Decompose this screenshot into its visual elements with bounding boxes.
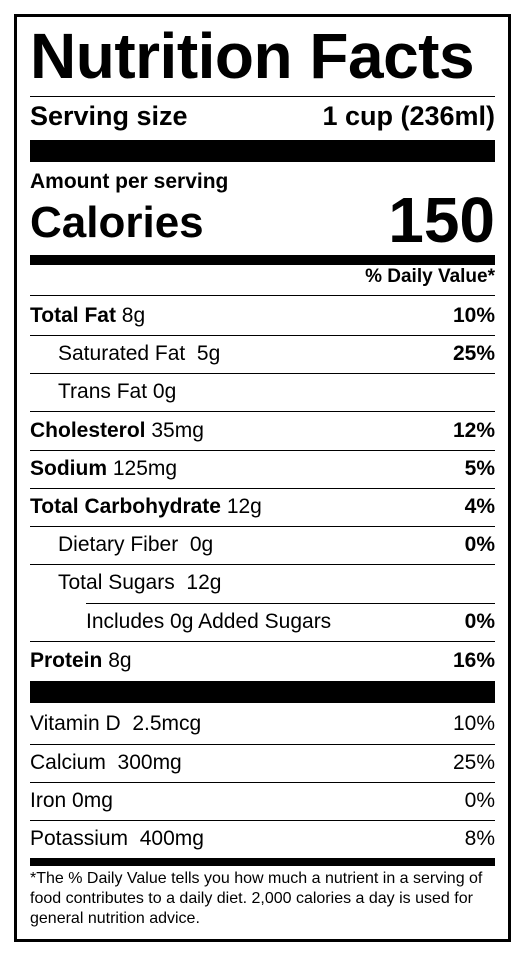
vitamin-daily-value: 10% [452, 712, 495, 735]
nutrient-name: Total Carbohydrate [30, 495, 221, 518]
divider [30, 96, 495, 97]
vitamin-amount: 300mg [117, 751, 182, 774]
nutrient-daily-value: 10% [452, 304, 495, 327]
nutrient-name: Saturated Fat [58, 342, 186, 365]
vitamin-daily-value: 8% [464, 827, 495, 850]
vitamin-row-vitamin-d: Vitamin D 2.5mcg 10% [30, 705, 495, 743]
vitamin-label: Vitamin D 2.5mcg [30, 705, 201, 743]
nutrient-name: Cholesterol [30, 419, 146, 442]
nutrient-amount: 5g [196, 342, 221, 365]
divider [30, 820, 495, 821]
nutrient-row-total-carbohydrate: Total Carbohydrate 12g 4% [30, 488, 495, 526]
serving-size-value: 1 cup (236ml) [322, 101, 495, 131]
medium-divider [30, 255, 495, 265]
thick-divider [30, 681, 495, 703]
nutrient-daily-value: 5% [464, 457, 495, 480]
nutrient-label: Sodium 125mg [30, 450, 177, 488]
divider [30, 782, 495, 783]
nutrient-daily-value: 16% [452, 649, 495, 672]
divider [30, 335, 495, 336]
divider [30, 526, 495, 527]
vitamin-amount: 0mg [72, 789, 113, 812]
vitamin-daily-value: 25% [452, 751, 495, 774]
nutrient-daily-value: 4% [464, 495, 495, 518]
vitamin-name: Calcium [30, 751, 106, 774]
vitamin-amount: 2.5mcg [132, 712, 202, 735]
nutrient-amount: 0g [189, 533, 214, 556]
serving-size-row: Serving size 1 cup (236ml) [30, 99, 495, 133]
vitamin-row-potassium: Potassium 400mg 8% [30, 820, 495, 858]
nutrient-row-cholesterol: Cholesterol 35mg 12% [30, 412, 495, 450]
nutrient-label: Protein 8g [30, 642, 132, 680]
nutrient-label: Total Fat 8g [30, 297, 145, 335]
nutrient-label: Dietary Fiber 0g [58, 526, 213, 564]
divider [30, 450, 495, 451]
vitamin-row-iron: Iron 0mg 0% [30, 782, 495, 820]
nutrient-amount: 35mg [151, 419, 204, 442]
nutrient-amount: 12g [226, 495, 262, 518]
nutrient-label: Saturated Fat 5g [58, 335, 220, 373]
vitamin-label: Calcium 300mg [30, 744, 182, 782]
nutrient-amount: 12g [186, 571, 222, 594]
nutrient-name: Total Fat [30, 304, 116, 327]
vitamin-label: Potassium 400mg [30, 820, 204, 858]
nutrient-name: Sodium [30, 457, 107, 480]
calories-label: Calories [30, 198, 204, 247]
divider [86, 603, 495, 604]
label-title: Nutrition Facts [30, 20, 475, 92]
nutrient-amount: 0g [152, 380, 177, 403]
nutrient-daily-value: 25% [452, 342, 495, 365]
divider [30, 564, 495, 565]
divider [30, 744, 495, 745]
vitamin-name: Potassium [30, 827, 129, 850]
nutrition-facts-label: Nutrition Facts Serving size 1 cup (236m… [14, 14, 511, 942]
calories-value: 150 [388, 184, 495, 256]
thick-divider [30, 140, 495, 162]
nutrient-label: Total Carbohydrate 12g [30, 488, 262, 526]
nutrient-amount: 125mg [112, 457, 178, 480]
nutrient-row-sodium: Sodium 125mg 5% [30, 450, 495, 488]
divider [30, 373, 495, 374]
nutrient-daily-value: 0% [464, 533, 495, 556]
nutrient-label: Includes 0g Added Sugars [86, 610, 332, 633]
vitamin-label: Iron 0mg [30, 782, 113, 820]
vitamin-daily-value: 0% [464, 789, 495, 812]
nutrient-label: Total Sugars 12g [58, 564, 221, 602]
nutrient-row-total-sugars: Total Sugars 12g [30, 564, 495, 602]
divider [30, 488, 495, 489]
nutrient-daily-value: 0% [464, 610, 495, 633]
nutrient-label: Cholesterol 35mg [30, 412, 204, 450]
nutrient-name: Trans Fat [58, 380, 148, 403]
nutrient-row-protein: Protein 8g 16% [30, 642, 495, 680]
nutrient-name: Dietary Fiber [58, 533, 179, 556]
divider [30, 295, 495, 296]
nutrient-amount: 8g [121, 304, 146, 327]
medium-divider [30, 858, 495, 866]
amount-per-serving: Amount per serving [30, 170, 229, 193]
nutrient-amount: 8g [108, 649, 132, 672]
daily-value-footnote: *The % Daily Value tells you how much a … [30, 870, 483, 927]
nutrient-row-added-sugars: Includes 0g Added Sugars 0% [30, 603, 495, 641]
nutrient-name: Total Sugars [58, 571, 175, 594]
divider [30, 641, 495, 642]
daily-value-header: % Daily Value* [365, 266, 495, 287]
vitamin-name: Vitamin D [30, 712, 121, 735]
nutrient-row-trans-fat: Trans Fat 0g [30, 373, 495, 411]
divider [30, 411, 495, 412]
vitamin-name: Iron [30, 789, 67, 812]
serving-size-label: Serving size [30, 101, 188, 131]
nutrient-label: Trans Fat 0g [58, 373, 176, 411]
vitamin-row-calcium: Calcium 300mg 25% [30, 744, 495, 782]
nutrient-row-total-fat: Total Fat 8g 10% [30, 297, 495, 335]
nutrient-row-saturated-fat: Saturated Fat 5g 25% [30, 335, 495, 373]
nutrient-daily-value: 12% [452, 419, 495, 442]
nutrient-row-dietary-fiber: Dietary Fiber 0g 0% [30, 526, 495, 564]
vitamin-amount: 400mg [139, 827, 204, 850]
nutrient-name: Protein [30, 649, 103, 672]
